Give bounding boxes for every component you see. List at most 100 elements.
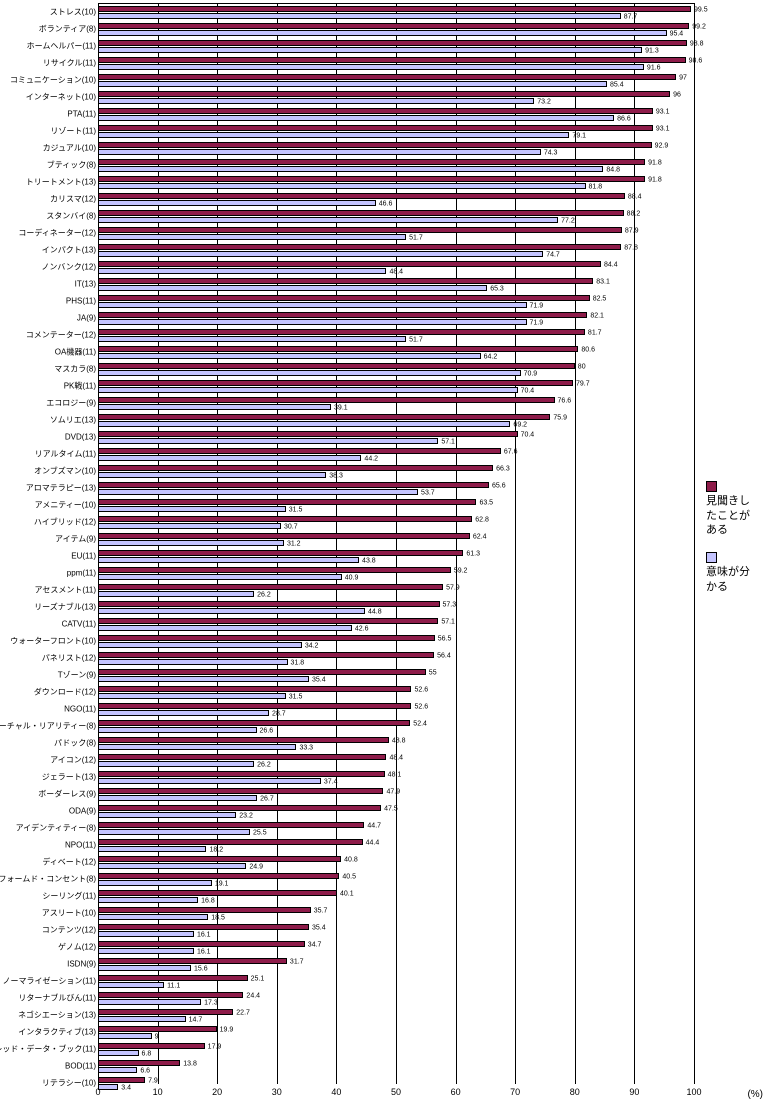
know-value-label: 17.3 [201, 1000, 218, 1007]
heard-bar [98, 924, 309, 930]
category-label: ISDN(9) [67, 959, 96, 968]
know-bar [98, 438, 438, 444]
category-label: BOD(11) [65, 1061, 96, 1070]
heard-bar [98, 771, 385, 777]
heard-value-label: 48.1 [385, 772, 402, 779]
x-tick-label: 20 [212, 1087, 222, 1097]
heard-value-label: 52.6 [411, 704, 428, 711]
heard-value-label: 93.1 [653, 109, 670, 116]
heard-value-label: 59.2 [451, 568, 468, 575]
know-value-label: 79.1 [569, 133, 586, 140]
heard-value-label: 44.4 [363, 840, 380, 847]
know-bar [98, 217, 558, 223]
heard-bar [98, 533, 470, 539]
heard-value-label: 70.4 [518, 432, 535, 439]
know-value-label: 31.2 [284, 541, 301, 548]
category-label: ODA(9) [69, 806, 96, 815]
heard-value-label: 80 [575, 364, 586, 371]
know-value-label: 25.5 [250, 830, 267, 837]
know-value-label: 30.7 [281, 524, 298, 531]
know-value-label: 39.1 [331, 405, 348, 412]
know-bar [98, 489, 418, 495]
know-bar [98, 676, 309, 682]
heard-bar [98, 584, 443, 590]
know-bar [98, 64, 644, 70]
know-value-label: 9 [152, 1034, 159, 1041]
heard-value-label: 17.9 [205, 1044, 222, 1051]
know-bar [98, 200, 376, 206]
category-label: PK戦(11) [64, 380, 96, 391]
know-bar [98, 387, 518, 393]
heard-value-label: 62.4 [470, 534, 487, 541]
heard-bar [98, 737, 389, 743]
category-label: スタンバイ(8) [46, 210, 96, 221]
heard-bar [98, 1043, 205, 1049]
category-label: ソムリエ(13) [50, 414, 96, 425]
heard-bar [98, 40, 687, 46]
category-label: インパクト(13) [42, 244, 96, 255]
know-bar [98, 132, 569, 138]
category-label: アメニティー(10) [35, 499, 96, 510]
know-bar [98, 625, 352, 631]
heard-value-label: 97 [676, 75, 687, 82]
know-bar [98, 285, 487, 291]
category-label: リーズナブル(13) [34, 601, 96, 612]
know-bar [98, 863, 246, 869]
know-value-label: 26.2 [254, 762, 271, 769]
heard-bar [98, 57, 686, 63]
x-tick-label: 100 [686, 1087, 701, 1097]
heard-bar [98, 295, 590, 301]
know-value-label: 81.8 [586, 184, 603, 191]
heard-value-label: 65.6 [489, 483, 506, 490]
heard-value-label: 24.4 [243, 993, 260, 1000]
heard-value-label: 82.5 [590, 296, 607, 303]
know-value-label: 74.7 [543, 252, 560, 259]
heard-bar [98, 652, 434, 658]
legend-swatch [706, 552, 717, 563]
heard-value-label: 81.7 [585, 330, 602, 337]
heard-bar [98, 244, 621, 250]
legend-text: 意味が分かる [706, 565, 756, 594]
know-value-label: 15.6 [191, 966, 208, 973]
category-label: コミュニケーション(10) [10, 74, 96, 85]
heard-bar [98, 499, 476, 505]
know-value-label: 26.2 [254, 592, 271, 599]
heard-value-label: 40.5 [339, 874, 356, 881]
category-label: OA機器(11) [55, 346, 96, 357]
heard-value-label: 57.9 [443, 585, 460, 592]
know-value-label: 64.2 [481, 354, 498, 361]
x-tick-label: 70 [510, 1087, 520, 1097]
category-label: ハイブリッド(12) [34, 516, 96, 527]
heard-bar [98, 363, 575, 369]
heard-value-label: 48.8 [389, 738, 406, 745]
know-value-label: 71.9 [527, 303, 544, 310]
know-bar [98, 608, 365, 614]
know-value-label: 42.6 [352, 626, 369, 633]
x-tick-label: 0 [95, 1087, 100, 1097]
know-value-label: 24.9 [246, 864, 263, 871]
heard-value-label: 98.8 [687, 41, 704, 48]
heard-bar [98, 907, 311, 913]
heard-bar [98, 1077, 145, 1083]
know-value-label: 31.5 [286, 694, 303, 701]
know-value-label: 3.4 [118, 1085, 131, 1092]
know-bar [98, 234, 406, 240]
know-bar [98, 982, 164, 988]
legend-swatch [706, 481, 717, 492]
heard-value-label: 56.4 [434, 653, 451, 660]
know-bar [98, 591, 254, 597]
legend-entry: 意味が分かる [706, 551, 769, 594]
heard-bar [98, 567, 451, 573]
know-bar [98, 795, 257, 801]
know-value-label: 14.7 [186, 1017, 203, 1024]
heard-bar [98, 278, 593, 284]
heard-value-label: 83.1 [593, 279, 610, 286]
know-value-label: 16.1 [194, 932, 211, 939]
heard-bar [98, 975, 248, 981]
heard-value-label: 91.8 [645, 177, 662, 184]
category-label: レッド・データ・ブック(11) [0, 1043, 96, 1054]
know-bar [98, 659, 288, 665]
know-value-label: 51.7 [406, 337, 423, 344]
plot-area: 99.587.799.295.498.891.398.691.69785.496… [98, 3, 695, 1084]
heard-bar [98, 1009, 233, 1015]
